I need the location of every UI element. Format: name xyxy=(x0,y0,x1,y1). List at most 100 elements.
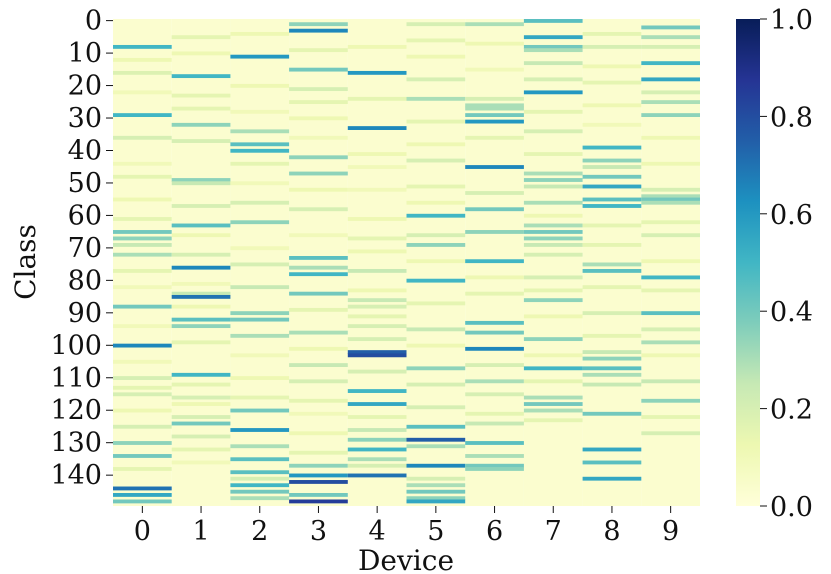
heatmap-cell xyxy=(230,476,290,481)
heatmap-cell xyxy=(641,187,700,192)
heatmap-cell xyxy=(113,252,172,257)
heatmap-cell xyxy=(465,463,524,468)
y-tick-label: 110 xyxy=(50,363,102,394)
heatmap-cell xyxy=(523,379,583,384)
heatmap-cell xyxy=(406,158,466,163)
heatmap-cell xyxy=(230,470,290,475)
heatmap-cell xyxy=(113,135,172,140)
heatmap-cell xyxy=(113,44,172,49)
heatmap-cell xyxy=(465,259,524,264)
heatmap-cell xyxy=(289,463,348,468)
heatmap-cell xyxy=(230,262,290,267)
heatmap-cell xyxy=(582,103,642,108)
heatmap-cell xyxy=(230,376,290,380)
heatmap-cell xyxy=(582,197,642,202)
heatmap-cell xyxy=(113,493,172,497)
heatmap-cell xyxy=(113,236,172,241)
y-tick-label: 0 xyxy=(85,6,102,37)
heatmap-cell xyxy=(523,90,583,95)
x-tick-label: 3 xyxy=(310,516,327,547)
heatmap-cell xyxy=(347,288,407,293)
heatmap-cell xyxy=(465,67,524,72)
heatmap-cell xyxy=(523,314,583,319)
heatmap-cell xyxy=(289,450,348,455)
heatmap-cell xyxy=(171,395,231,400)
heatmap-cell xyxy=(171,421,231,426)
y-tick-label: 50 xyxy=(68,168,102,199)
heatmap-cell xyxy=(171,223,231,228)
heatmap-cell xyxy=(641,35,700,40)
heatmap-cell xyxy=(406,54,466,59)
colorbar-tick-label: 0.2 xyxy=(770,395,813,426)
heatmap-cell xyxy=(641,379,700,384)
heatmap-cell xyxy=(347,126,407,130)
heatmap-cell xyxy=(523,77,583,82)
heatmap-cell xyxy=(406,142,466,147)
heatmap-cell xyxy=(113,343,172,348)
heatmap-cell xyxy=(113,217,172,221)
heatmap-cell xyxy=(230,148,290,153)
heatmap-cell xyxy=(523,200,583,205)
heatmap-cell xyxy=(641,61,700,66)
y-tick-label: 70 xyxy=(68,233,102,264)
heatmap-cell xyxy=(230,181,290,186)
heatmap-cell xyxy=(347,187,407,192)
y-tick-label: 140 xyxy=(50,460,102,491)
heatmap-cell xyxy=(289,411,348,416)
heatmap-cell xyxy=(113,392,172,397)
heatmap-cell xyxy=(347,44,407,49)
x-tick-label: 6 xyxy=(486,516,503,547)
heatmap-cell xyxy=(582,476,642,481)
heatmap-cell xyxy=(465,106,524,111)
heatmap-cell xyxy=(523,395,583,400)
heatmap-cell xyxy=(523,19,583,23)
heatmap-cell xyxy=(171,324,231,329)
heatmap-cell xyxy=(641,161,700,166)
heatmap-cell xyxy=(523,236,583,241)
heatmap-cell xyxy=(230,333,290,338)
heatmap-cell xyxy=(523,109,583,114)
heatmap-cell xyxy=(230,408,290,413)
heatmap-cell xyxy=(289,48,348,53)
heatmap-cell xyxy=(641,194,700,199)
heatmap-cell xyxy=(230,54,290,59)
x-tick-label: 5 xyxy=(427,516,444,547)
heatmap-cell xyxy=(582,44,642,49)
y-axis-title: Class xyxy=(9,224,42,300)
heatmap-cell xyxy=(641,398,700,403)
y-tick-label: 120 xyxy=(50,395,102,426)
heatmap-cell xyxy=(406,424,466,429)
heatmap-cell xyxy=(582,174,642,179)
heatmap-cell xyxy=(113,454,172,458)
heatmap-cell xyxy=(171,415,231,419)
heatmap-cell xyxy=(406,499,466,504)
heatmap-cell xyxy=(406,96,466,101)
colorbar xyxy=(736,19,760,506)
heatmap-cell xyxy=(523,337,583,342)
heatmap-cell xyxy=(171,74,231,79)
heatmap-cell xyxy=(465,113,524,117)
heatmap-cell xyxy=(171,35,231,40)
heatmap-cell xyxy=(582,366,642,371)
heatmap-cell xyxy=(582,158,642,163)
heatmap-cell xyxy=(406,327,466,332)
heatmap-cell xyxy=(230,220,290,225)
heatmap-cell xyxy=(171,447,231,452)
heatmap-cell xyxy=(347,298,407,303)
heatmap-cell xyxy=(289,187,348,192)
heatmap-cell xyxy=(641,275,700,280)
heatmap-cell xyxy=(289,291,348,296)
heatmap-cell xyxy=(113,230,172,234)
heatmap-cell xyxy=(171,265,231,270)
heatmap-cell xyxy=(582,223,642,228)
x-tick-label: 2 xyxy=(251,516,268,547)
heatmap-cell xyxy=(465,320,524,325)
heatmap-cell xyxy=(113,499,172,504)
heatmap-cell xyxy=(641,431,700,436)
heatmap-cell xyxy=(465,291,524,296)
heatmap-cell xyxy=(523,298,583,303)
heatmap-cell xyxy=(523,418,583,423)
heatmap-cell xyxy=(113,70,172,75)
heatmap-cell xyxy=(113,243,172,247)
